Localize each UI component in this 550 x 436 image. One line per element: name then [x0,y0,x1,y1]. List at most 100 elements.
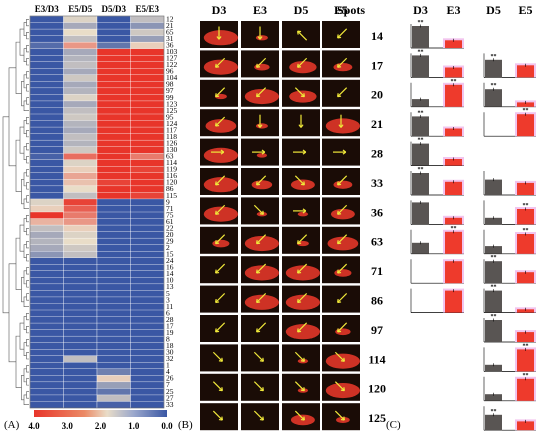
heatmap-row-label: 120 [166,178,178,187]
spot-arrow [337,57,348,68]
spot-arrow-head [256,240,261,245]
heatmap-column-headers: E3/D3 E5/D5 D5/D3 E5/E3 [35,4,160,14]
bar [445,181,462,195]
dendrogram-branch [26,84,29,92]
heatmap-row-label: 18 [166,341,174,350]
heatmap-column-label: E3/D3 [35,4,60,14]
heatmap-row-label: 15 [166,250,174,259]
heatmap-row-label: 1 [166,361,170,370]
dendrogram-branch [19,224,24,252]
dendrogram-branch [26,116,29,125]
heatmap-cell [63,335,98,344]
panel-label-b: (B) [178,419,193,431]
dendrogram-branch [23,342,27,357]
heatmap-cell [130,172,165,180]
dendrogram-branch [2,116,9,314]
significance-mark: ** [491,314,497,320]
heatmap-cell [63,309,98,317]
spot-signal [334,269,352,277]
spot-signal [244,235,279,252]
heatmap-cell [130,355,165,363]
spot-image [282,109,320,137]
heatmap-cell [96,244,131,252]
heatmap-cell [29,126,64,134]
spot-arrow [334,381,345,392]
significance-mark: ** [418,138,424,144]
bar [485,179,502,195]
heatmap-cell [96,257,131,265]
dendrogram-branch [26,18,29,27]
heatmap-cell [29,335,64,344]
heatmap-cell [29,355,64,363]
heatmap-cell [130,381,165,389]
heatmap-row-label: 22 [166,223,174,232]
dendrogram-branch [19,126,24,154]
heatmap-cell [96,322,131,330]
heatmap-cell [96,264,131,272]
spot-arrow-head [215,210,220,215]
spot-arrow-head [257,36,263,40]
heatmap-cell [29,283,64,291]
spot-image [241,403,279,431]
heatmap-row-label: 29 [166,236,174,245]
spot-signal [255,35,268,41]
spot-image [322,79,360,107]
dendrogram-branch [23,244,27,259]
spot-arrow-head [256,298,261,304]
heatmap-cell [96,251,131,259]
spot-image [241,50,279,78]
heatmap-cell [130,224,165,232]
heatmap-cell [130,329,165,337]
bar [485,364,502,372]
heatmap-cell [29,55,64,63]
bar [517,65,534,78]
heatmap-column-label: E5/E3 [135,4,159,14]
heatmap-cell [96,296,131,304]
spot-signal [203,59,238,75]
significance-mark: ** [491,83,497,89]
heatmap-row-label: 96 [166,67,174,76]
spot-arrow [337,204,348,215]
spot-arrow-head [300,181,305,186]
dendrogram-branch [26,293,29,301]
spot-image [200,168,238,195]
spot-arrow [294,87,305,98]
heatmap-cell [130,166,165,174]
spot-signal [244,294,279,310]
heatmap-row-label: 24 [166,256,174,265]
dendrogram-branch [26,280,29,288]
heatmap-cell [63,159,98,167]
spot-arrow-head [218,357,223,362]
spot-column-header: D3 [212,3,227,17]
dendrogram-branch [15,139,22,192]
heatmap-cell [63,107,98,115]
heatmap-cell [63,257,98,265]
significance-mark: ** [451,79,457,85]
panel-label-a: (A) [4,419,20,431]
spot-arrow-head [302,149,307,155]
heatmap-row-labels: 1221653136103127122961049897991231259512… [166,14,178,408]
dendrogram-branch [21,81,24,107]
heatmap-cell [96,35,131,43]
color-scale-tick: 4.0 [28,421,40,431]
spot-arrow-head [259,387,264,392]
spot-image [322,373,360,401]
heatmap-cell [63,342,98,350]
heatmap-cell [96,335,131,344]
heatmap-cell [96,277,131,285]
bar [485,320,502,342]
heatmap-cell [29,100,64,108]
dendrogram-branch [26,143,29,151]
heatmap-cell [130,401,165,409]
heatmap-cell [63,185,98,193]
spot-arrow-head [215,240,220,245]
heatmap-cell [130,251,165,259]
heatmap-row-label: 8 [166,334,170,343]
spot-arrow [337,234,348,245]
spot-arrow-head [259,357,264,362]
heatmap-cell [63,375,98,383]
spot-image [282,403,320,431]
spot-arrow-head [337,328,342,333]
heatmap-row-label: 130 [166,145,178,154]
spot-image [200,197,238,225]
